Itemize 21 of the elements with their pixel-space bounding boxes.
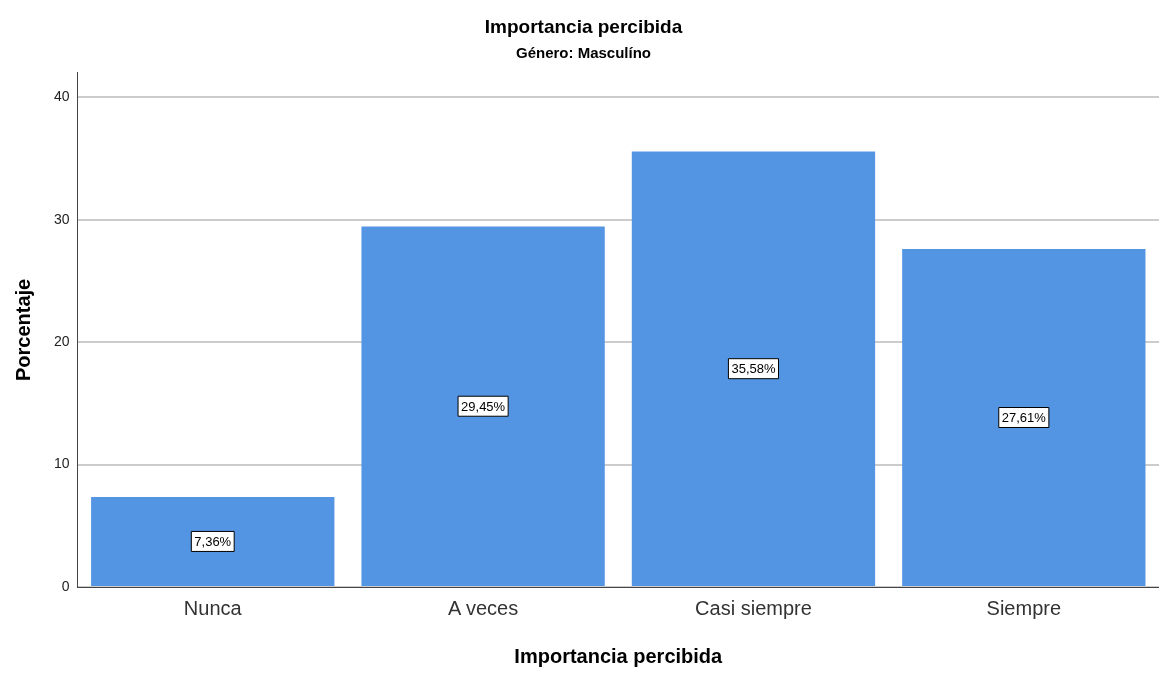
bar [902, 248, 1146, 586]
x-tick-label: Siempre [986, 596, 1062, 619]
data-label: 35,58% [731, 361, 776, 377]
data-label: 27,61% [1001, 410, 1047, 426]
data-label: 7,36% [194, 534, 232, 550]
y-tick-label: 0 [61, 577, 70, 594]
x-tick-label: A veces [448, 596, 519, 619]
y-tick-label: 10 [53, 455, 70, 472]
chart-subtitle: Género: Masculíno [515, 43, 652, 61]
y-tick-label: 20 [53, 333, 70, 349]
data-label: 29,45% [461, 398, 506, 414]
bar [631, 151, 876, 586]
x-tick-label: Casi siempre [695, 596, 812, 619]
bar [361, 226, 605, 586]
y-axis-title: Porcentaje [11, 278, 34, 382]
x-axis-title: Importancia percibida [514, 644, 724, 667]
y-tick-label: 40 [53, 88, 70, 105]
x-tick-label: Nunca [183, 596, 243, 619]
chart-title: Importancia percibida [484, 15, 683, 37]
bar [91, 496, 335, 586]
y-tick-label: 30 [53, 210, 70, 227]
